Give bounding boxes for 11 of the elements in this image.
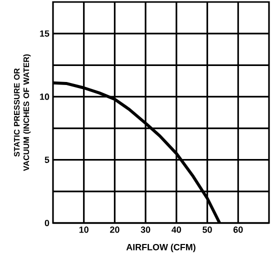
x-tick-label: 40	[172, 226, 182, 233]
x-tick-label: 50	[202, 226, 212, 233]
x-tick-label: 30	[140, 226, 150, 233]
y-tick-label: 5	[44, 156, 50, 163]
x-tick-label: 20	[110, 226, 120, 233]
y-tick-label: 10	[40, 94, 50, 100]
x-axis-title: AIRFLOW (CFM)	[126, 244, 196, 252]
x-tick-label: 10	[79, 226, 88, 233]
x-tick-label: 60	[233, 226, 243, 233]
y-tick-label: 0	[44, 220, 50, 226]
y-tick-label: 15	[40, 30, 50, 37]
